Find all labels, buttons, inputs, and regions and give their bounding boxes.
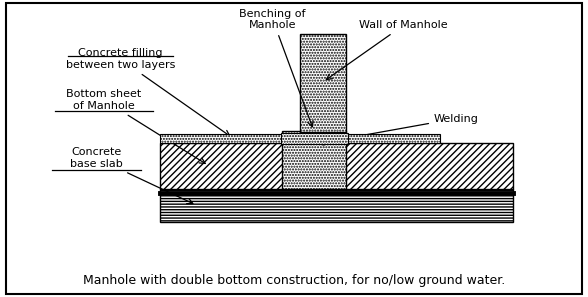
Text: Concrete
base slab: Concrete base slab xyxy=(70,147,193,204)
Text: Wall of Manhole: Wall of Manhole xyxy=(326,20,448,80)
Bar xyxy=(280,133,348,144)
Text: Concrete filling
between two layers: Concrete filling between two layers xyxy=(66,48,230,136)
Bar xyxy=(160,134,440,143)
Text: Bottom sheet
of Manhole: Bottom sheet of Manhole xyxy=(66,89,205,163)
Text: Benching of
Manhole: Benching of Manhole xyxy=(239,9,313,127)
Bar xyxy=(282,131,346,189)
Bar xyxy=(160,189,513,222)
Text: Manhole with double bottom construction, for no/low ground water.: Manhole with double bottom construction,… xyxy=(83,274,505,287)
Bar xyxy=(300,34,346,132)
Text: Welding: Welding xyxy=(318,113,479,145)
Bar xyxy=(160,143,513,189)
